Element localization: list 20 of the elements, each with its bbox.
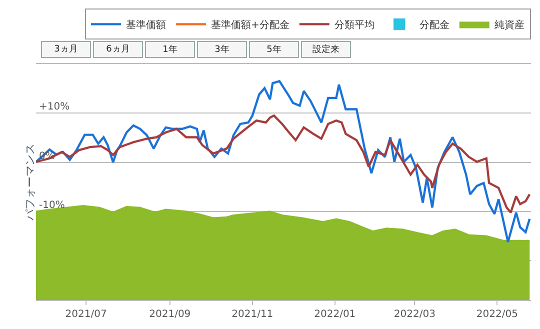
x-tick-label: 2022/03: [394, 309, 436, 320]
x-tick-label: 2021/07: [65, 309, 107, 320]
text: 設定来: [312, 44, 340, 55]
legend-label: 基準価額: [126, 19, 166, 32]
y-tick-label: +10%: [39, 102, 70, 113]
x-tick-label: 2021/11: [232, 309, 274, 320]
legend-label: 分配金: [419, 19, 450, 32]
x-tick-label: 2022/01: [314, 309, 356, 320]
text: 5年: [266, 44, 282, 55]
text: 3ヵ月: [54, 44, 78, 54]
text: 3年: [214, 44, 230, 55]
x-tick-label: 2022/05: [476, 309, 518, 320]
legend-label: 基準価額+分配金: [211, 19, 290, 32]
text: 1年: [162, 44, 178, 55]
legend-label: 純資産: [494, 19, 524, 32]
legend-label: 分類平均: [334, 19, 374, 32]
y-axis-title: パフォーマンス: [24, 144, 37, 222]
y-tick-label: -10%: [39, 200, 65, 211]
text: 6ヵ月: [106, 44, 130, 54]
x-tick-label: 2021/09: [149, 309, 191, 320]
